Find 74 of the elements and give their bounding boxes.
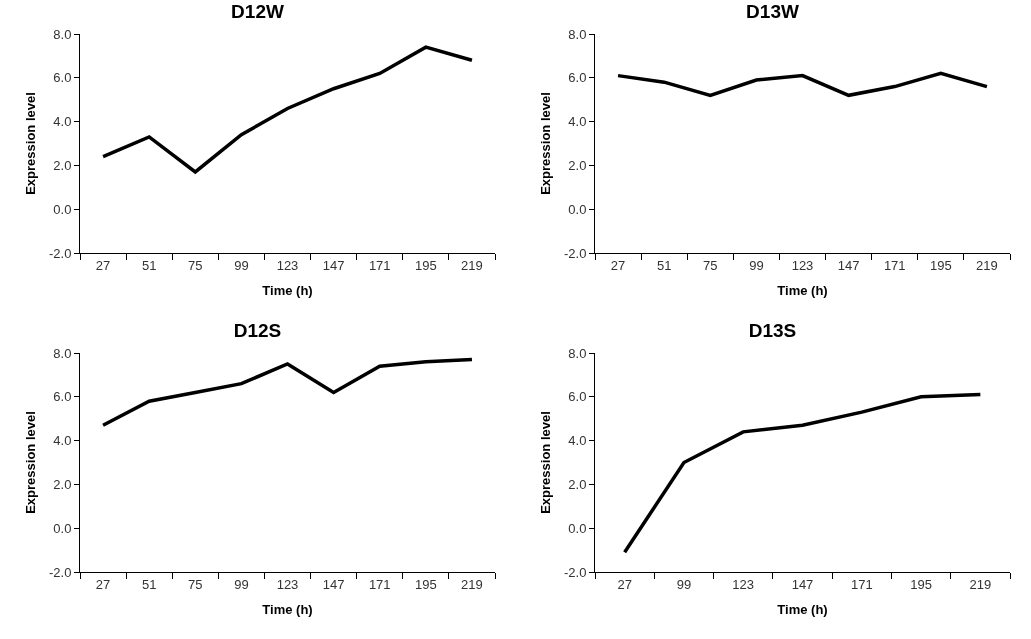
x-tick-label: 123	[732, 576, 755, 592]
y-axis-title: Expression level	[537, 92, 553, 195]
y-tick-label: 6.0	[568, 389, 587, 405]
x-tick-label: 147	[837, 257, 860, 273]
y-tick-label: 8.0	[568, 345, 587, 361]
chart-title: D13W	[746, 1, 799, 23]
x-tick-label: 27	[95, 257, 111, 273]
x-tick-label: 123	[791, 257, 814, 273]
line-series	[622, 392, 983, 555]
y-tick-label: 8.0	[53, 345, 72, 361]
y-tick-label: 6.0	[568, 70, 587, 86]
y-tick-label: 4.0	[53, 433, 72, 449]
x-tick-label: 123	[276, 576, 299, 592]
chart-title: D12W	[231, 1, 284, 23]
x-tick-label: 99	[234, 257, 249, 273]
y-tick-label: 2.0	[568, 476, 587, 492]
x-tick-label: 195	[910, 576, 932, 592]
x-tick-label: 171	[368, 576, 391, 592]
y-tick-label: -2.0	[48, 245, 72, 261]
y-tick-label: 0.0	[53, 520, 72, 536]
x-tick-label: 75	[188, 257, 203, 273]
line-series	[101, 357, 474, 428]
x-tick-label: 195	[414, 257, 437, 273]
x-tick-label: 171	[368, 257, 391, 273]
y-tick-label: 4.0	[53, 114, 72, 130]
x-tick-label: 195	[929, 257, 952, 273]
y-tick-label: 0.0	[568, 201, 587, 217]
y-tick-label: 2.0	[53, 157, 72, 173]
x-tick-label: 51	[141, 576, 157, 592]
line-series	[616, 71, 989, 98]
x-tick-label: 219	[976, 257, 998, 273]
x-tick-label: 75	[703, 257, 718, 273]
x-tick-label: 51	[656, 257, 672, 273]
line-series	[101, 45, 474, 174]
y-tick-label: -2.0	[563, 245, 587, 261]
x-tick-label: 99	[749, 257, 764, 273]
x-tick-label: 27	[95, 576, 111, 592]
x-tick-label: 219	[969, 576, 992, 592]
x-tick-label: 147	[322, 257, 345, 273]
x-tick-label: 99	[234, 576, 249, 592]
y-tick-label: 8.0	[568, 26, 587, 42]
x-tick-label: 219	[461, 576, 483, 592]
x-tick-label: 51	[141, 257, 157, 273]
y-axis-title: Expression level	[22, 411, 38, 514]
x-tick-label: 27	[610, 257, 626, 273]
y-tick-label: 2.0	[53, 476, 72, 492]
x-tick-label: 195	[414, 576, 437, 592]
y-tick-label: 8.0	[53, 26, 72, 42]
x-tick-label: 27	[617, 576, 632, 592]
y-tick-label: -2.0	[48, 564, 72, 580]
x-axis-title: Time (h)	[777, 283, 828, 299]
y-tick-label: 6.0	[53, 389, 72, 405]
y-tick-label: 0.0	[53, 201, 72, 217]
x-tick-label: 123	[276, 257, 299, 273]
x-tick-label: 147	[791, 576, 814, 592]
y-axis-title: Expression level	[22, 92, 38, 195]
y-tick-label: 4.0	[568, 114, 587, 130]
y-tick-label: 2.0	[568, 157, 587, 173]
x-axis-title: Time (h)	[777, 602, 828, 618]
x-tick-label: 99	[676, 576, 692, 592]
x-axis-title: Time (h)	[262, 602, 313, 618]
y-tick-label: 6.0	[53, 70, 72, 86]
x-tick-label: 75	[188, 576, 203, 592]
chart-title: D12S	[233, 320, 282, 342]
x-axis-title: Time (h)	[262, 283, 313, 299]
x-tick-label: 171	[883, 257, 906, 273]
y-tick-label: -2.0	[563, 564, 587, 580]
x-tick-label: 219	[461, 257, 483, 273]
chart-title: D13S	[748, 320, 797, 342]
x-tick-label: 147	[322, 576, 345, 592]
y-axis-title: Expression level	[537, 411, 553, 514]
y-tick-label: 0.0	[568, 520, 587, 536]
y-tick-label: 4.0	[568, 433, 587, 449]
x-tick-label: 171	[850, 576, 873, 592]
